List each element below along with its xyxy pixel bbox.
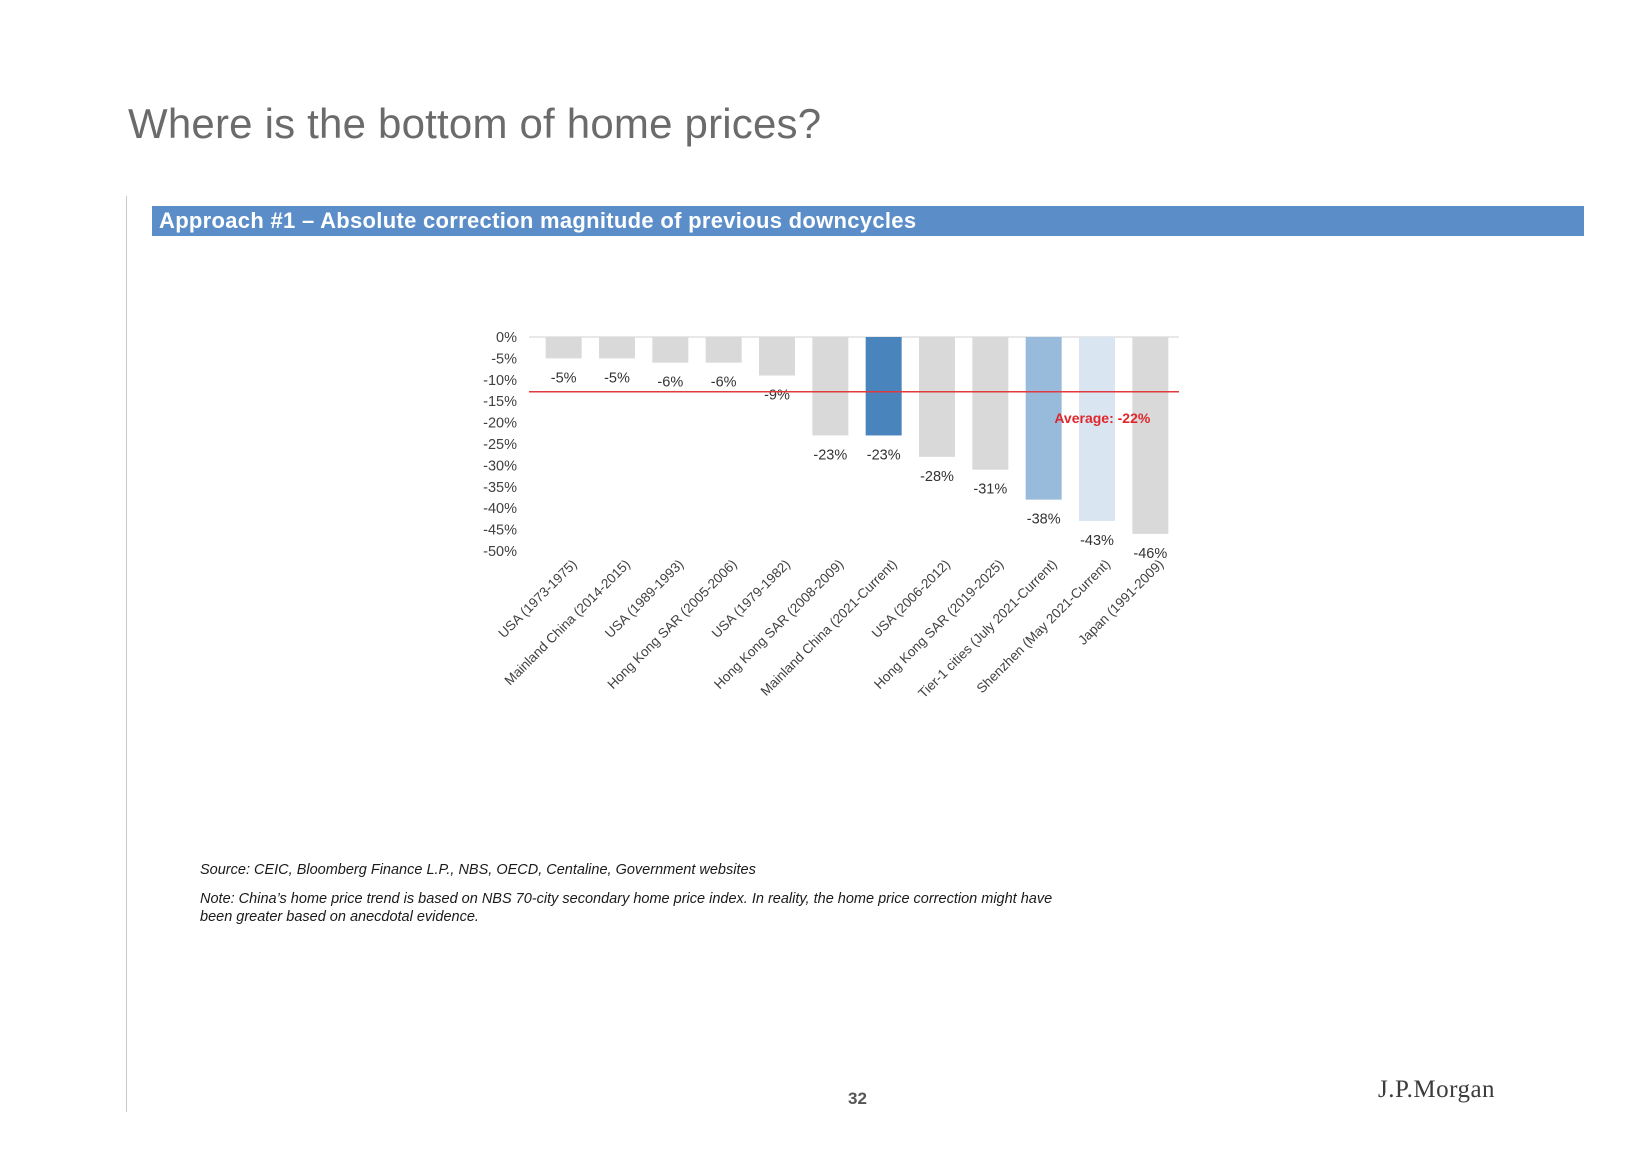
data-label: -46%: [1133, 546, 1167, 562]
bar: [545, 337, 582, 359]
bar: [972, 337, 1009, 470]
y-tick-label: -15%: [483, 394, 517, 410]
data-label: -5%: [551, 370, 577, 386]
page-number: 32: [848, 1089, 867, 1108]
bar: [919, 337, 955, 457]
section-banner: Approach #1 – Absolute correction magnit…: [152, 206, 1584, 236]
bar: [1132, 337, 1169, 534]
average-label-value: -22%: [1118, 410, 1151, 426]
bar: [705, 337, 742, 363]
value-labels: -5% -5% -6% -6% -9% -23% -23% -28% -31% -38% -43% -…: [551, 370, 1168, 561]
data-label: -23%: [867, 447, 901, 463]
jpmorgan-logo: J.P.Morgan: [1378, 1076, 1496, 1103]
bar: [1079, 337, 1115, 522]
data-label: -28%: [920, 469, 954, 485]
y-axis-ticks: 0% -5% -10% -15% -20% -25% -30% -35% -40% -45% -50…: [483, 330, 517, 560]
bar: [812, 337, 849, 436]
left-divider: [126, 196, 127, 1112]
bar: [599, 337, 635, 359]
bar-chart: 0% -5% -10% -15% -20% -25% -30% -35% -40% -45% -50…: [483, 330, 1179, 701]
bar: [865, 337, 902, 436]
y-tick-label: -25%: [483, 437, 517, 453]
data-label: -5%: [604, 370, 630, 386]
y-tick-label: 0%: [496, 330, 517, 346]
bars: [545, 337, 1169, 534]
y-tick-label: -20%: [483, 416, 517, 432]
data-label: -23%: [813, 447, 847, 463]
average-label: Average: -22%: [1054, 410, 1151, 426]
y-tick-label: -5%: [491, 351, 517, 367]
data-label: -6%: [711, 375, 737, 391]
data-label: -43%: [1080, 533, 1114, 549]
y-tick-label: -45%: [483, 523, 517, 539]
bar: [652, 337, 689, 363]
data-label: -9%: [764, 388, 790, 404]
y-tick-label: -35%: [483, 480, 517, 496]
y-tick-label: -10%: [483, 373, 517, 389]
data-label: -6%: [657, 375, 683, 391]
y-tick-label: -40%: [483, 501, 517, 517]
y-tick-label: -30%: [483, 458, 517, 474]
x-axis-labels: USA (1973-1975)Mainland China (2014-2015…: [495, 557, 1166, 701]
bar: [1025, 337, 1062, 500]
average-label-prefix: Average:: [1054, 410, 1117, 426]
data-label: -38%: [1027, 512, 1061, 528]
source-note: Source: CEIC, Bloomberg Finance L.P., NB…: [200, 862, 756, 878]
page-title: Where is the bottom of home prices?: [128, 100, 822, 147]
y-tick-label: -50%: [483, 544, 517, 560]
data-label: -31%: [973, 482, 1007, 498]
footnote: Note: China’s home price trend is based …: [200, 891, 1053, 925]
bar: [759, 337, 795, 376]
